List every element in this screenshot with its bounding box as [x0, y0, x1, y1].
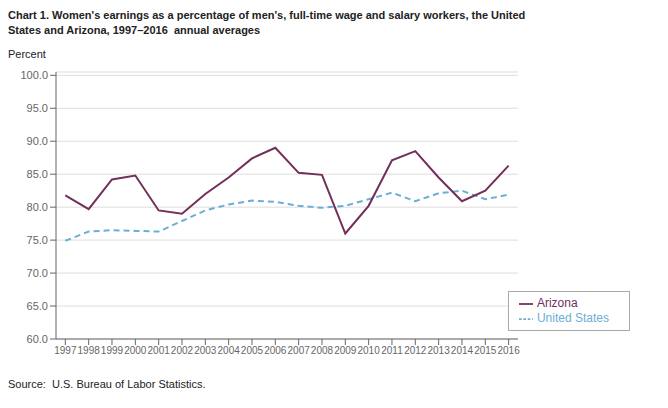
svg-text:60.0: 60.0: [27, 333, 48, 345]
html-text:Percent: Percent: [8, 48, 46, 60]
svg-text:2007: 2007: [288, 345, 311, 356]
svg-text:75.0: 75.0: [27, 234, 48, 246]
svg-text:2003: 2003: [194, 345, 217, 356]
svg-text:2010: 2010: [358, 345, 381, 356]
svg-text:95.0: 95.0: [27, 102, 48, 114]
svg-text:2005: 2005: [241, 345, 264, 356]
svg-text:65.0: 65.0: [27, 300, 48, 312]
svg-text:100.0: 100.0: [20, 69, 48, 81]
svg-text:2006: 2006: [264, 345, 287, 356]
svg-text:2016: 2016: [497, 345, 520, 356]
svg-text:1997: 1997: [54, 345, 77, 356]
svg-text:2002: 2002: [171, 345, 194, 356]
svg-text:90.0: 90.0: [27, 135, 48, 147]
html-text:Arizona: Arizona: [537, 296, 578, 311]
svg-text:70.0: 70.0: [27, 267, 48, 279]
html-text:Chart 1. Women's earnings as a: Chart 1. Women's earnings as a percentag…: [8, 9, 526, 21]
svg-text:2012: 2012: [404, 345, 427, 356]
html-text:States and Arizona, 1997–2016: States and Arizona, 1997–2016 annual ave…: [8, 24, 261, 36]
html-text:United States: United States: [537, 311, 609, 326]
svg-text:1999: 1999: [101, 345, 124, 356]
svg-text:2008: 2008: [311, 345, 334, 356]
svg-text:2009: 2009: [334, 345, 357, 356]
svg-text:2011: 2011: [381, 345, 403, 356]
svg-text:2015: 2015: [474, 345, 497, 356]
svg-text:1998: 1998: [78, 345, 101, 356]
svg-text:2014: 2014: [451, 345, 474, 356]
svg-text:2001: 2001: [148, 345, 171, 356]
svg-text:85.0: 85.0: [27, 168, 48, 180]
svg-text:80.0: 80.0: [27, 201, 48, 213]
svg-text:2004: 2004: [218, 345, 241, 356]
svg-text:2000: 2000: [124, 345, 147, 356]
svg-text:2013: 2013: [428, 345, 451, 356]
html-text:Source: U.S. Bureau of Labor S: Source: U.S. Bureau of Labor Statistics.: [8, 378, 206, 390]
